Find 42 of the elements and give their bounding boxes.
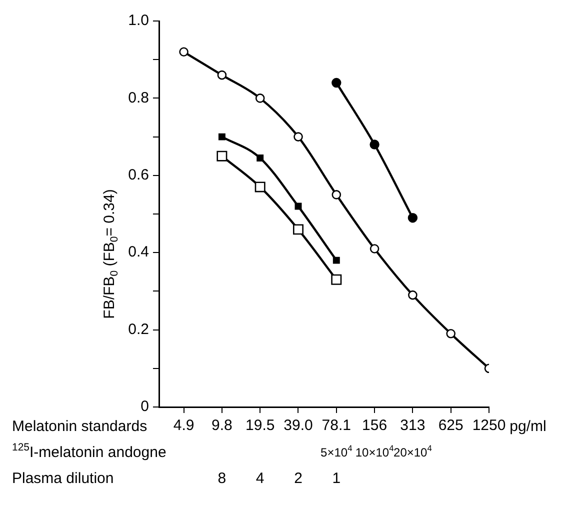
point <box>294 132 303 142</box>
point <box>370 244 380 254</box>
y-tick-label: 0 <box>140 398 149 416</box>
text: Plasma dilution <box>12 470 114 488</box>
point <box>255 94 265 103</box>
point <box>293 224 304 235</box>
x-tick-label: 39.0 <box>284 417 313 434</box>
text: 8 <box>218 470 226 488</box>
x-tick-label: 19.5 <box>245 417 275 434</box>
point <box>408 290 418 300</box>
point <box>332 190 342 200</box>
point <box>179 47 188 57</box>
y-tick-label: 1.0 <box>128 12 149 30</box>
y-tick-label: 0.8 <box>128 89 149 106</box>
x-tick-label: 156 <box>362 417 388 434</box>
y-tick-label: 0.6 <box>128 166 149 184</box>
point <box>294 202 302 210</box>
text: 1 <box>332 470 341 488</box>
point <box>331 274 342 285</box>
text: Melatonin standards <box>12 418 148 436</box>
point <box>254 182 266 192</box>
point <box>217 70 227 80</box>
y-tick-label: 0.4 <box>128 244 149 261</box>
point <box>332 78 342 88</box>
text: 2 <box>294 470 302 488</box>
x-tick-label: 9.8 <box>212 417 232 434</box>
y-tick-label: 0.2 <box>128 320 149 338</box>
x-tick-label: 4.9 <box>173 417 194 434</box>
point <box>332 256 340 264</box>
point <box>408 213 418 223</box>
point <box>256 154 264 162</box>
x-tick-label: 78.1 <box>322 417 351 434</box>
x-tick-label: 313 <box>400 417 426 434</box>
text: 4 <box>256 470 264 488</box>
x-tick-label: 625 <box>438 417 464 434</box>
point <box>370 140 380 150</box>
point <box>446 329 456 338</box>
y-axis-title: FB/FB0 (FB0= 0.34) <box>101 189 120 319</box>
x-tick-label: 1250 <box>472 417 506 434</box>
point <box>216 150 228 162</box>
point <box>218 133 226 140</box>
x-axis-title: pg/ml <box>510 418 546 436</box>
